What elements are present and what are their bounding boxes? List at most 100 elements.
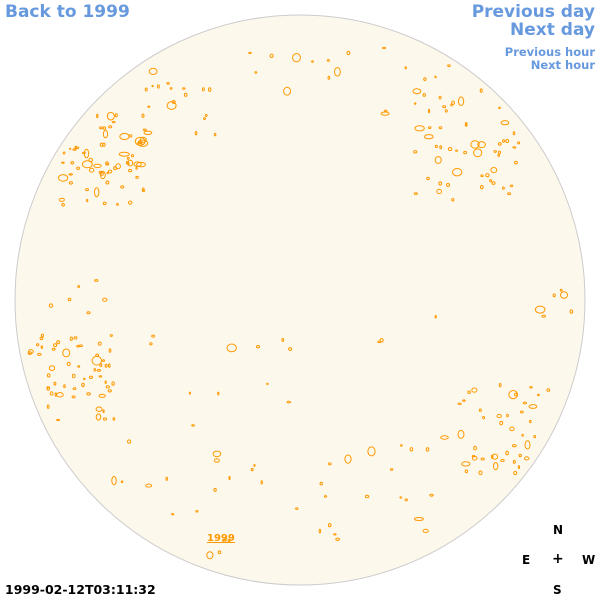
field-contour — [202, 87, 205, 92]
field-contour — [128, 200, 133, 205]
field-contour — [148, 67, 158, 76]
year-label[interactable]: 1999 — [207, 533, 235, 544]
field-contour — [436, 188, 443, 195]
field-contour — [528, 404, 538, 409]
previous-hour-link[interactable]: Previous hour — [504, 45, 595, 59]
field-contour — [513, 470, 518, 476]
field-contour — [76, 166, 80, 171]
field-contour — [169, 87, 173, 90]
field-contour — [96, 113, 99, 119]
field-contour — [217, 391, 220, 396]
field-contour — [489, 179, 493, 183]
field-contour — [334, 67, 341, 77]
field-contour — [507, 192, 512, 196]
field-contour — [260, 480, 263, 485]
field-contour — [81, 160, 93, 169]
field-contour — [102, 201, 107, 206]
field-contour — [447, 64, 451, 67]
field-contour — [444, 109, 448, 113]
field-contour — [151, 334, 156, 338]
field-contour — [382, 46, 387, 50]
field-contour — [88, 157, 93, 163]
field-contour — [404, 66, 408, 70]
field-contour — [333, 533, 337, 536]
field-contour — [447, 147, 453, 151]
field-contour — [58, 197, 65, 202]
field-contour — [28, 349, 34, 355]
field-contour — [102, 129, 109, 139]
field-contour — [505, 139, 510, 143]
field-contour — [56, 418, 61, 422]
field-contour — [328, 462, 332, 466]
field-contour — [36, 343, 40, 347]
field-contour — [94, 187, 100, 198]
field-contour — [519, 410, 524, 414]
field-contour — [512, 146, 517, 149]
field-contour — [414, 125, 425, 132]
field-contour — [422, 93, 426, 97]
previous-day-link[interactable]: Previous day — [471, 2, 595, 22]
field-contour — [88, 375, 94, 379]
field-contour — [327, 75, 331, 80]
field-contour — [439, 145, 443, 150]
field-contour — [512, 131, 516, 136]
field-contour — [93, 368, 96, 372]
field-contour — [68, 147, 72, 150]
field-contour — [266, 382, 269, 385]
field-contour — [248, 51, 252, 55]
field-contour — [102, 142, 106, 147]
field-contour — [126, 156, 130, 160]
field-contour — [428, 108, 431, 114]
field-contour — [56, 340, 60, 345]
field-contour — [46, 386, 51, 391]
field-contour — [71, 373, 76, 379]
field-contour — [514, 160, 518, 165]
field-contour — [473, 148, 483, 158]
field-contour — [518, 453, 522, 458]
field-contour — [99, 363, 103, 368]
field-contour — [95, 406, 103, 412]
field-contour — [96, 369, 102, 372]
field-contour — [53, 343, 58, 348]
field-contour — [127, 162, 130, 165]
next-hour-link[interactable]: Next hour — [530, 58, 595, 72]
field-contour — [429, 493, 434, 497]
compass-center: + — [552, 551, 564, 567]
field-contour — [292, 53, 301, 63]
field-contour — [344, 454, 352, 464]
field-contour — [85, 188, 89, 192]
field-contour — [213, 132, 217, 137]
next-day-link[interactable]: Next day — [510, 20, 595, 40]
field-contour — [142, 128, 147, 132]
field-contour — [471, 387, 478, 393]
compass-south: S — [553, 583, 562, 597]
field-contour — [112, 417, 116, 421]
field-contour — [288, 347, 293, 351]
field-contour — [62, 348, 71, 358]
field-contour — [499, 420, 504, 426]
field-contour — [109, 334, 113, 337]
back-to-year-link[interactable]: Back to 1999 — [5, 2, 130, 22]
field-contour — [39, 336, 44, 341]
field-contour — [51, 347, 56, 351]
field-contour — [135, 167, 138, 170]
compass-east: E — [522, 553, 531, 567]
field-contour — [66, 361, 71, 367]
field-contour — [485, 173, 490, 178]
field-contour — [323, 495, 328, 498]
field-contour — [537, 393, 540, 397]
field-contour — [81, 382, 85, 388]
field-contour — [70, 161, 75, 165]
field-contour — [67, 297, 72, 302]
field-contour — [414, 102, 417, 105]
field-contour — [482, 416, 486, 420]
field-contour — [63, 384, 66, 389]
field-contour — [46, 404, 50, 409]
field-contour — [496, 413, 502, 419]
field-contour — [40, 345, 43, 350]
observation-timestamp: 1999-02-12T03:11:32 — [5, 582, 156, 597]
field-contour — [68, 181, 74, 185]
field-contour — [250, 467, 254, 472]
field-contour — [106, 111, 115, 121]
field-contour — [145, 483, 153, 488]
